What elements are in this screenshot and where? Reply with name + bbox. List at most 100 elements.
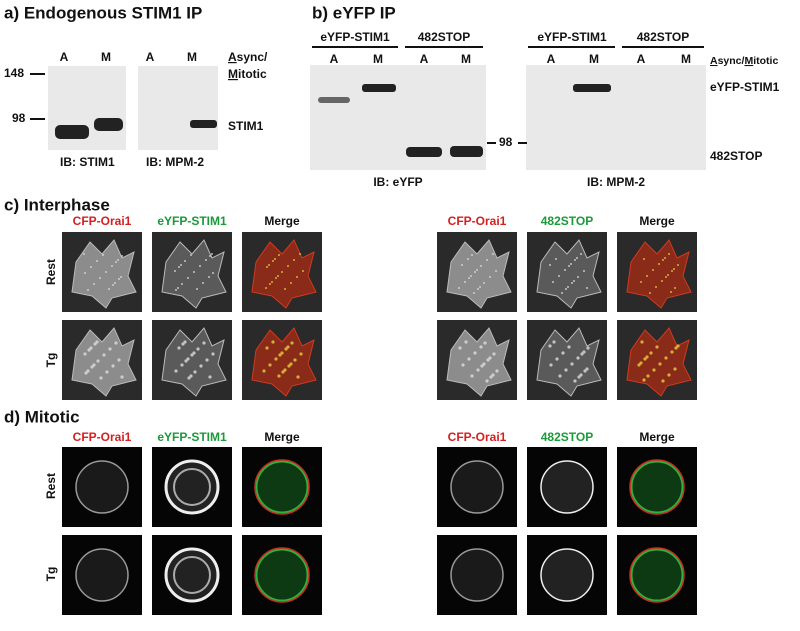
key-initial: M [228,67,238,81]
micrograph [152,447,232,527]
puncta [178,266,180,268]
puncta [492,253,494,255]
puncta [586,287,588,289]
puncta [180,264,182,266]
band [573,84,611,92]
cell [629,459,685,515]
puncta [640,340,644,344]
puncta [290,341,294,345]
cell [626,239,692,309]
puncta [492,352,496,356]
puncta [278,254,280,256]
key-initial: A [228,50,237,64]
cell [629,547,685,603]
puncta [209,255,211,257]
puncta [89,346,93,350]
puncta [84,272,86,274]
puncta [105,271,107,273]
cell [251,327,317,397]
puncta [643,357,647,361]
cell-ring [173,556,211,594]
puncta [83,253,85,255]
puncta [655,286,657,288]
puncta [211,253,213,255]
puncta [483,282,485,284]
puncta [281,370,285,374]
puncta [283,368,287,372]
puncta [480,265,482,267]
puncta [667,373,671,377]
puncta [265,346,269,350]
marker-label: 98 [499,135,513,149]
puncta [196,347,200,351]
puncta [583,369,587,373]
cell [540,460,594,514]
puncta [461,264,463,266]
puncta [266,266,268,268]
puncta [552,340,556,344]
cell [540,548,594,602]
puncta [189,374,193,378]
puncta [174,369,178,373]
micrograph [62,320,142,400]
key-initial: A [710,55,718,67]
key: Async/Mitotic [710,55,778,67]
cell [75,548,129,602]
puncta [205,259,207,261]
micrograph [527,447,607,527]
group-label: 482STOP [637,30,689,44]
puncta [274,357,278,361]
micrograph [152,320,232,400]
puncta [646,374,650,378]
puncta [290,282,292,284]
puncta [579,373,583,377]
puncta [93,283,95,285]
puncta [99,376,103,380]
puncta [649,292,651,294]
puncta [670,291,672,293]
puncta [199,364,203,368]
band [318,97,350,103]
puncta [111,265,113,267]
puncta [570,362,574,366]
puncta [95,340,99,344]
puncta [640,281,642,283]
puncta [277,374,281,378]
puncta [673,367,677,371]
puncta [92,363,96,367]
puncta [275,277,277,279]
puncta [495,270,497,272]
puncta [117,358,121,362]
key-text: itotic [753,55,778,67]
puncta [491,373,495,377]
cell [536,327,602,397]
micrograph [527,232,607,312]
puncta [184,359,188,363]
lane-label: M [373,52,383,66]
puncta [668,253,670,255]
puncta [483,341,487,345]
puncta [561,292,563,294]
micrograph [242,535,322,615]
lane-label: M [187,50,197,64]
puncta [280,351,284,355]
micrograph [242,232,322,312]
puncta [105,370,109,374]
puncta [577,276,579,278]
row-label: Rest [44,259,58,285]
lane-label: A [60,50,69,64]
puncta [637,363,641,367]
lane-label: A [330,52,339,66]
puncta [558,275,560,277]
puncta [479,286,481,288]
puncta [120,375,124,379]
cell-edge [254,459,310,515]
group-label: eYFP-STIM1 [537,30,607,44]
puncta [262,369,266,373]
puncta [277,275,279,277]
puncta [102,353,106,357]
puncta [673,268,675,270]
group-label: 482STOP [418,30,470,44]
puncta [115,261,117,263]
puncta [187,376,191,380]
